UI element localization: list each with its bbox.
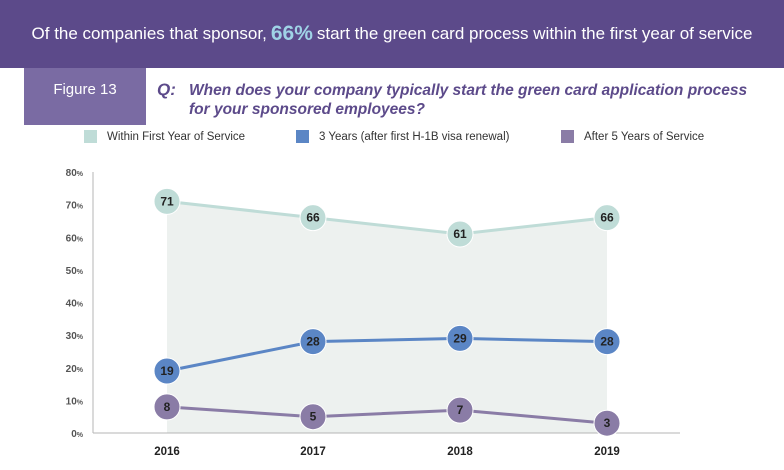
y-tick-label: 30% (66, 331, 84, 342)
legend-swatch-first-year (84, 130, 97, 143)
y-tick-unit: % (77, 302, 84, 309)
y-tick-label: 70% (66, 201, 84, 212)
banner-prefix: Of the companies that sponsor, (31, 24, 267, 43)
data-point-first-year (446, 220, 474, 248)
data-label-5-years: 8 (164, 400, 171, 414)
x-tick-label: 2018 (447, 446, 473, 458)
legend-label-first-year: Within First Year of Service (107, 130, 246, 143)
series-line-3-years (166, 336, 608, 373)
data-label-3-years: 28 (306, 335, 320, 349)
data-point-5-years (299, 403, 327, 431)
y-tick-number: 0 (71, 429, 77, 440)
data-point-first-year (299, 204, 327, 232)
y-tick-label: 60% (66, 233, 84, 244)
data-label-3-years: 28 (600, 335, 614, 349)
data-point-3-years (299, 328, 327, 356)
series-line-5-years (166, 405, 608, 425)
data-label-5-years: 3 (604, 416, 611, 430)
y-tick-number: 80 (66, 168, 78, 179)
data-point-5-years (593, 409, 621, 437)
banner-highlight: 66% (270, 22, 313, 45)
banner-suffix: start the green card process within the … (316, 24, 753, 43)
data-label-5-years: 7 (457, 403, 464, 417)
y-tick-number: 10 (66, 396, 78, 407)
data-label-first-year: 61 (453, 227, 467, 241)
data-point-3-years (593, 328, 621, 356)
chart-legend: Within First Year of Service 3 Years (af… (0, 130, 784, 150)
x-tick-label: 2017 (300, 446, 326, 458)
y-tick-unit: % (77, 204, 84, 211)
series-line-first-year (166, 199, 608, 236)
legend-label-3-years: 3 Years (after first H-1B visa renewal) (319, 130, 510, 143)
y-tick-label: 0% (71, 429, 84, 440)
y-tick-unit: % (77, 236, 84, 243)
y-tick-label: 50% (66, 266, 84, 277)
y-tick-label: 10% (66, 396, 84, 407)
data-point-first-year (153, 187, 181, 215)
data-point-3-years (446, 324, 474, 352)
y-tick-unit: % (77, 334, 84, 341)
data-point-first-year (593, 204, 621, 232)
y-tick-label: 20% (66, 364, 84, 375)
question-label: Q: (157, 80, 176, 99)
legend-swatch-3-years (296, 130, 309, 143)
legend-item-3-years: 3 Years (after first H-1B visa renewal) (296, 130, 509, 143)
y-tick-unit: % (77, 269, 84, 276)
y-tick-label: 40% (66, 299, 84, 310)
y-tick-number: 20 (66, 364, 78, 375)
legend-label-5-years: After 5 Years of Service (584, 130, 705, 143)
question-text: When does your company typically start t… (189, 82, 748, 118)
legend-item-5-years: After 5 Years of Service (561, 130, 704, 143)
y-tick-number: 70 (66, 201, 78, 212)
x-tick-label: 2019 (594, 446, 620, 458)
data-label-first-year: 66 (600, 211, 614, 225)
y-tick-unit: % (77, 367, 84, 374)
data-label-first-year: 71 (160, 194, 174, 208)
y-tick-number: 30 (66, 331, 78, 342)
y-tick-unit: % (77, 399, 84, 406)
area-fill-first-year (167, 201, 607, 433)
x-tick-label: 2016 (154, 446, 180, 458)
data-point-5-years (153, 393, 181, 421)
y-tick-number: 50 (66, 266, 78, 277)
data-point-5-years (446, 396, 474, 424)
data-label-3-years: 29 (453, 331, 467, 345)
y-tick-unit: % (77, 171, 84, 178)
y-tick-unit: % (77, 432, 84, 439)
y-tick-label: 80% (66, 168, 84, 179)
data-label-first-year: 66 (306, 211, 320, 225)
y-tick-number: 60 (66, 233, 78, 244)
data-label-5-years: 5 (310, 410, 317, 424)
legend-swatch-5-years (561, 130, 574, 143)
data-label-3-years: 19 (160, 364, 174, 378)
data-point-3-years (153, 357, 181, 385)
y-tick-number: 40 (66, 299, 78, 310)
figure-label: Figure 13 (24, 68, 146, 125)
legend-item-first-year: Within First Year of Service (84, 130, 245, 143)
headline-banner: Of the companies that sponsor, 66% start… (0, 0, 784, 68)
